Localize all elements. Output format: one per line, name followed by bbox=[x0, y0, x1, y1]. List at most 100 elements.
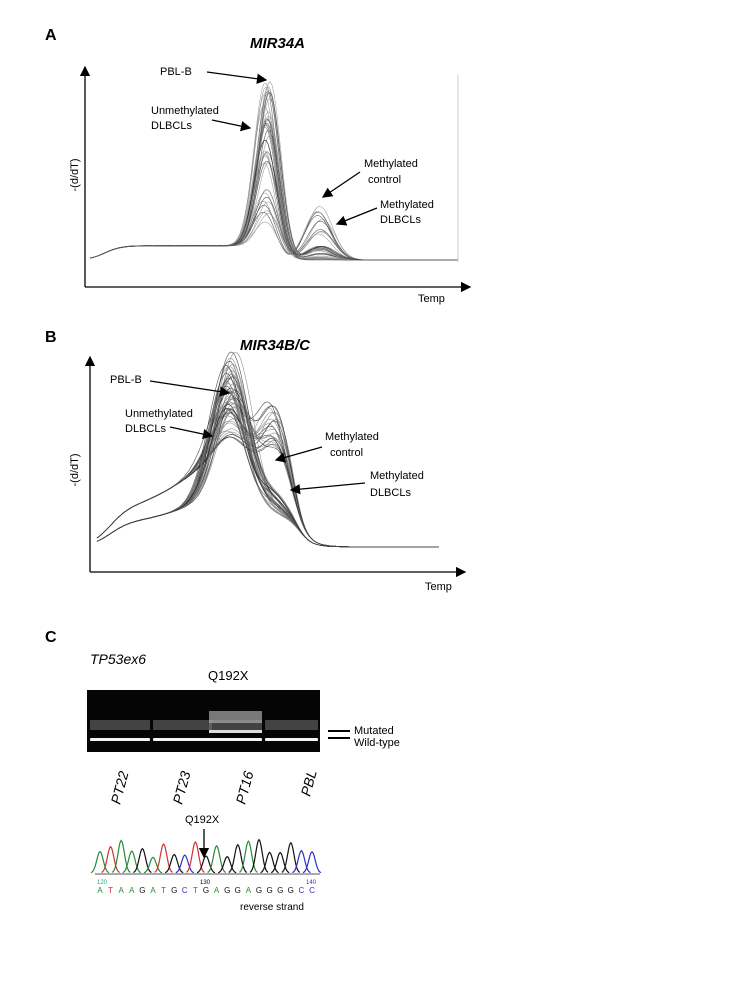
melting-curve bbox=[89, 90, 458, 261]
trace-peak bbox=[270, 851, 290, 874]
arrow bbox=[289, 482, 366, 495]
annotation: DLBCLs bbox=[380, 214, 421, 226]
melting-curve bbox=[96, 367, 439, 548]
base-letter: G bbox=[224, 886, 230, 895]
position-label: 140 bbox=[306, 880, 317, 886]
annotation: Unmethylated bbox=[125, 408, 193, 420]
annotation: DLBCLs bbox=[151, 120, 192, 132]
gel-bands bbox=[90, 711, 318, 741]
panel-letter: C bbox=[45, 629, 57, 646]
melting-curve bbox=[96, 375, 439, 548]
melting-curve bbox=[96, 363, 439, 548]
arrow bbox=[206, 71, 268, 84]
gel-band bbox=[209, 730, 262, 733]
melting-curve bbox=[89, 151, 458, 261]
trace-peak bbox=[101, 845, 120, 873]
mutation-label: Q192X bbox=[185, 814, 220, 826]
annotation: control bbox=[368, 174, 401, 186]
trace-peak bbox=[90, 850, 110, 874]
annotation: Unmethylated bbox=[151, 105, 219, 117]
y-label: -(d/dT) bbox=[69, 454, 81, 487]
annotation: Methylated bbox=[370, 470, 424, 482]
y-label: -(d/dT) bbox=[69, 159, 81, 192]
trace-peak bbox=[260, 851, 279, 874]
lane-label: PT23 bbox=[169, 769, 193, 806]
gel-band bbox=[90, 720, 150, 730]
base-letter: A bbox=[119, 886, 125, 895]
trace-peak bbox=[239, 840, 258, 873]
base-letter: A bbox=[129, 886, 135, 895]
base-letter: G bbox=[203, 886, 209, 895]
melting-curve bbox=[96, 380, 439, 548]
arrow bbox=[335, 207, 378, 226]
base-letter: C bbox=[182, 886, 188, 895]
gel-band bbox=[209, 711, 262, 723]
gel-band bbox=[265, 720, 318, 730]
gel-band bbox=[90, 738, 150, 741]
trace-peak bbox=[302, 850, 322, 874]
melting-curves-a bbox=[89, 81, 458, 261]
panel-letter: A bbox=[45, 27, 57, 44]
position-label: 120 bbox=[97, 880, 108, 886]
trace-peak bbox=[186, 840, 205, 873]
base-letter: G bbox=[235, 886, 241, 895]
melting-curve bbox=[89, 91, 458, 261]
panel-title: MIR34B/C bbox=[240, 337, 311, 354]
base-letter: G bbox=[171, 886, 177, 895]
trace-peak bbox=[292, 849, 311, 874]
melting-curve bbox=[89, 94, 458, 261]
annotation: DLBCLs bbox=[125, 423, 166, 435]
base-letter: G bbox=[139, 886, 145, 895]
trace-peak bbox=[228, 843, 248, 873]
arrow bbox=[274, 446, 323, 463]
melting-curve bbox=[96, 366, 439, 548]
annotation: Methylated bbox=[325, 431, 379, 443]
mutation-label: Q192X bbox=[208, 668, 249, 683]
annotation: Methylated bbox=[364, 158, 418, 170]
panel-title: MIR34A bbox=[250, 35, 305, 52]
panel-letter: B bbox=[45, 329, 57, 346]
trace-peak bbox=[196, 855, 216, 874]
melting-curve bbox=[96, 370, 439, 548]
base-letter: A bbox=[214, 886, 220, 895]
trace-peak bbox=[217, 855, 237, 874]
base-letter: G bbox=[266, 886, 272, 895]
melting-curve bbox=[96, 360, 439, 548]
trace-peak bbox=[154, 842, 173, 873]
gel-band bbox=[153, 738, 212, 741]
trace-peak bbox=[281, 841, 301, 873]
lane-label: PT22 bbox=[107, 769, 131, 806]
band-label: Mutated bbox=[354, 725, 394, 737]
trace-peak bbox=[133, 847, 152, 874]
base-letter: A bbox=[150, 886, 156, 895]
melting-curve bbox=[96, 404, 439, 548]
trace-peak bbox=[111, 839, 131, 873]
trace-peak bbox=[143, 856, 163, 874]
position-label: 130 bbox=[200, 880, 211, 886]
strand-label: reverse strand bbox=[240, 902, 304, 913]
melting-curves-b bbox=[96, 351, 439, 548]
melting-curve bbox=[96, 365, 439, 548]
gel-band bbox=[209, 720, 262, 730]
melting-curve bbox=[96, 351, 439, 548]
base-letter: C bbox=[309, 886, 315, 895]
trace-peak bbox=[175, 854, 195, 874]
gene-label: TP53ex6 bbox=[90, 651, 146, 667]
base-letter: A bbox=[246, 886, 252, 895]
melting-curve bbox=[96, 373, 439, 548]
base-letter: G bbox=[288, 886, 294, 895]
annotation: Methylated bbox=[380, 199, 434, 211]
annotation: control bbox=[330, 447, 363, 459]
trace-peak bbox=[122, 850, 142, 874]
base-letter: G bbox=[277, 886, 283, 895]
melting-curve bbox=[96, 374, 439, 548]
melting-curve bbox=[89, 119, 458, 261]
melting-curve bbox=[96, 373, 439, 548]
lane-label: PT16 bbox=[232, 769, 256, 806]
base-letter: T bbox=[108, 886, 113, 895]
band-label: Wild-type bbox=[354, 737, 400, 749]
base-letter: T bbox=[193, 886, 198, 895]
base-letter: A bbox=[97, 886, 103, 895]
trace-peak bbox=[207, 844, 226, 873]
